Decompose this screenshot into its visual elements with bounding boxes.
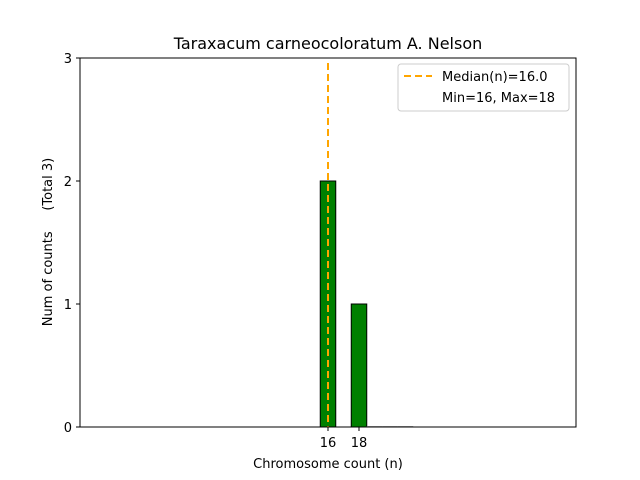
bar-18 xyxy=(350,303,368,428)
legend: Median(n)=16.0 Min=16, Max=18 xyxy=(397,63,570,112)
x-tick-label: 18 xyxy=(351,436,368,451)
y-tick-label: 3 xyxy=(64,52,72,67)
x-axis-label: Chromosome count (n) xyxy=(253,457,403,472)
x-tick-label: 16 xyxy=(320,436,337,451)
legend-minmax-label: Min=16, Max=18 xyxy=(442,91,555,106)
y-tick-label: 2 xyxy=(64,175,72,190)
y-axis-label: Num of counts (Total 3) xyxy=(41,158,56,326)
y-tick-label: 1 xyxy=(64,298,72,313)
chart-title: Taraxacum carneocoloratum A. Nelson xyxy=(173,34,483,53)
y-tick-label: 0 xyxy=(64,421,72,436)
legend-median-label: Median(n)=16.0 xyxy=(442,70,548,85)
